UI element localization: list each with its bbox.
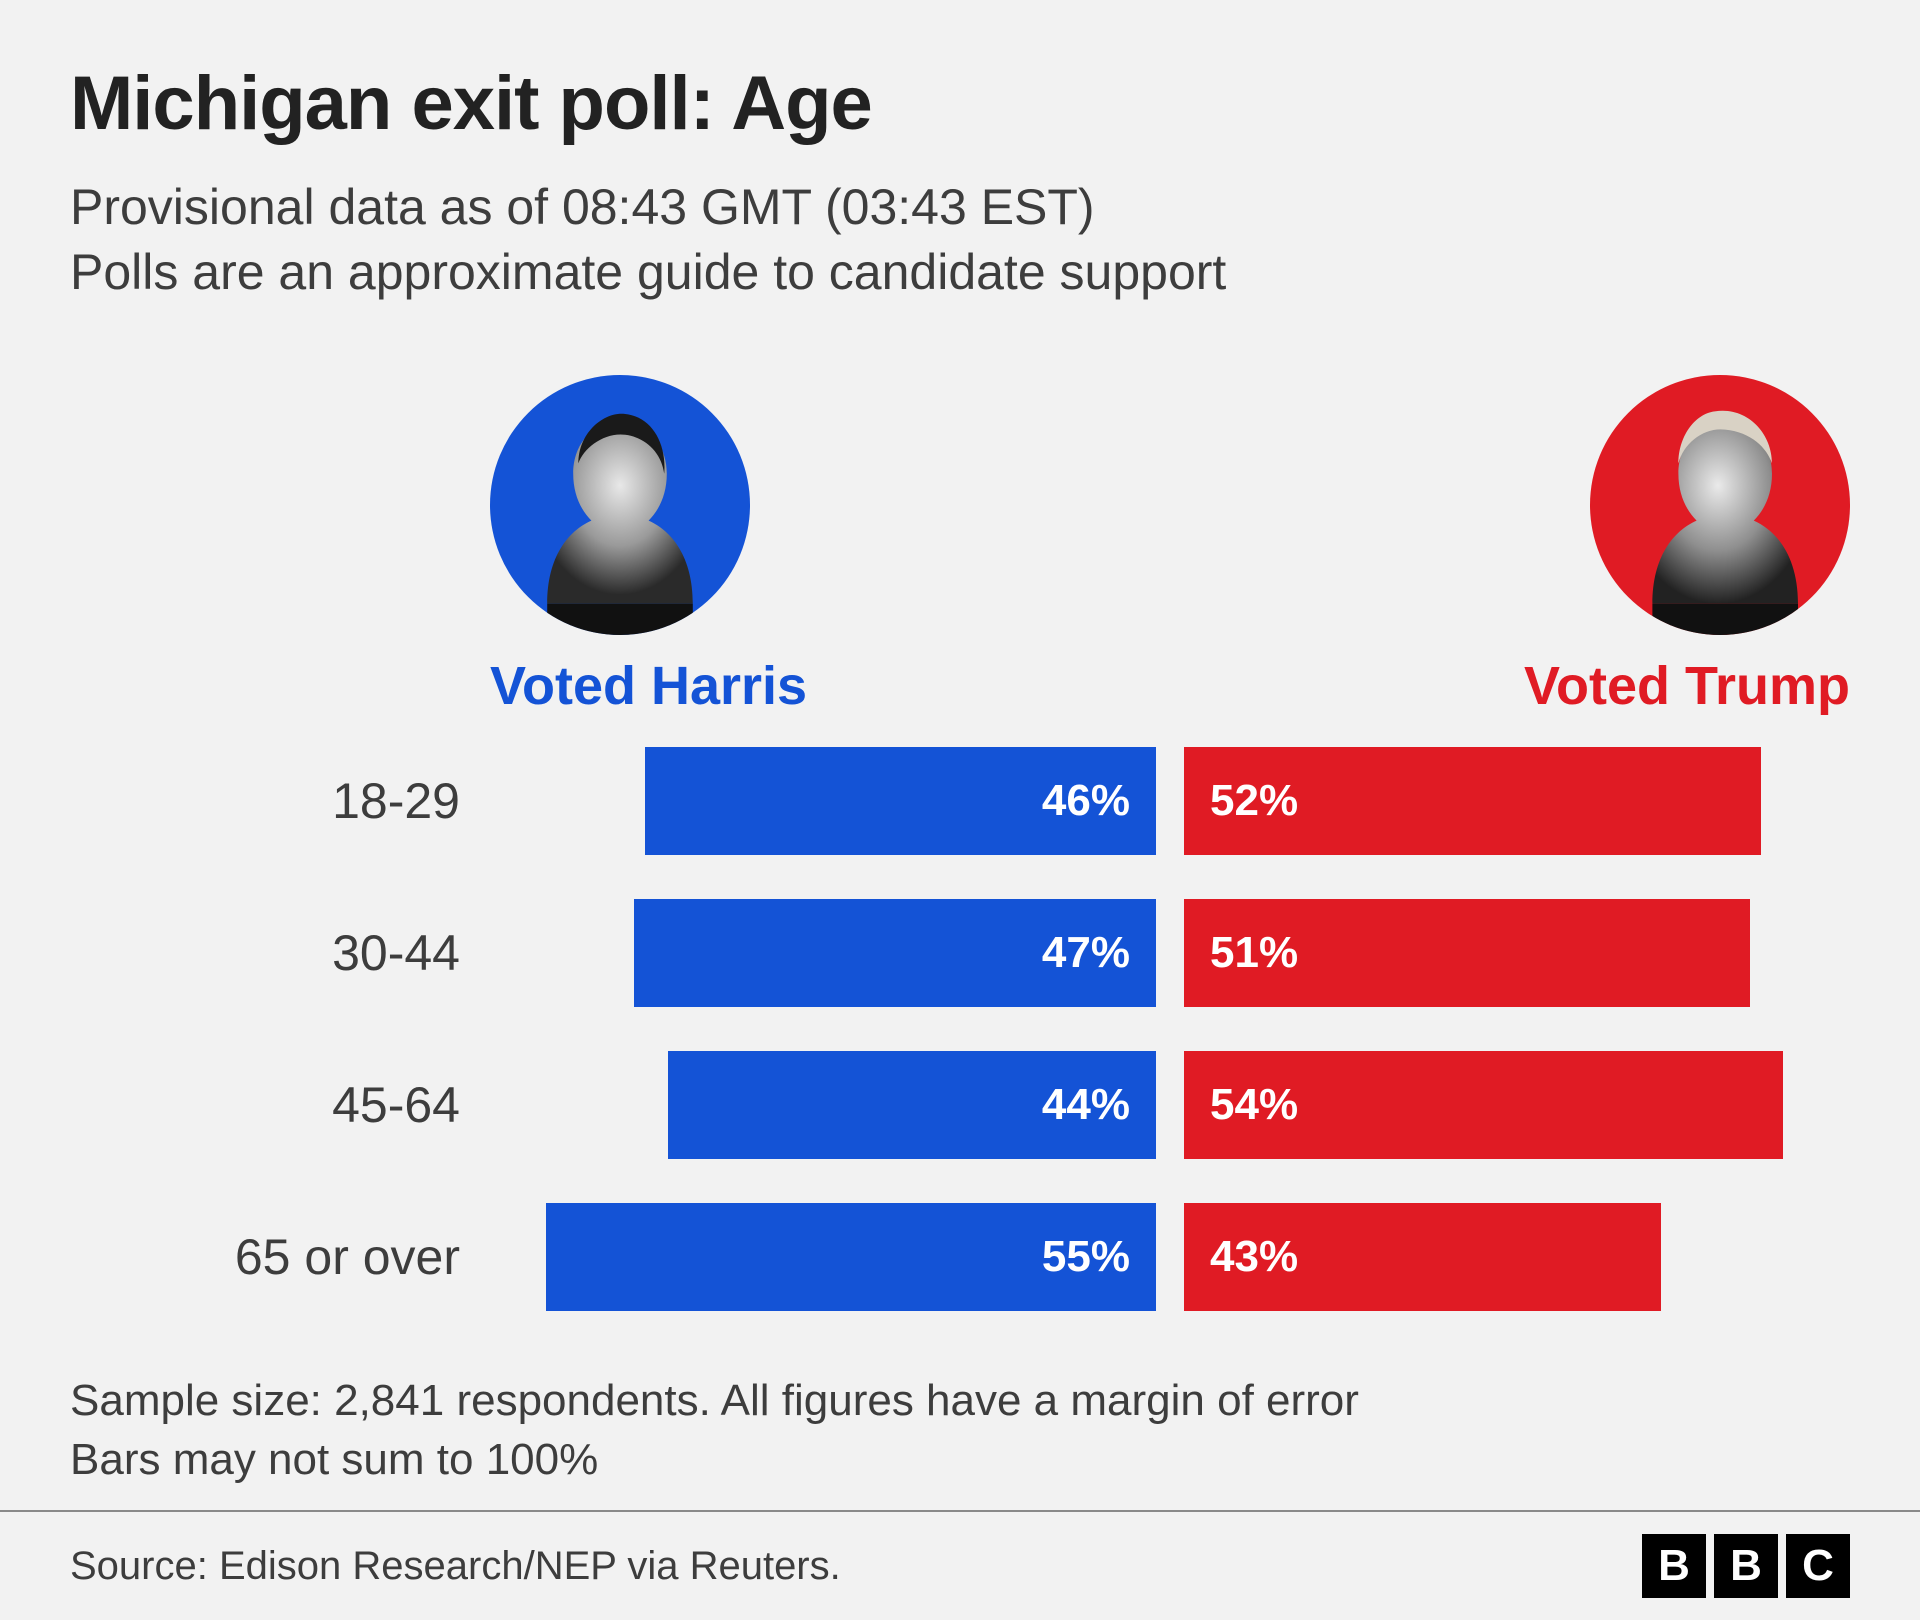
bbc-logo-block: B [1642,1534,1706,1598]
bar-left: 46% [645,747,1156,855]
bar-right-value: 52% [1210,776,1298,826]
footer: Source: Edison Research/NEP via Reuters.… [0,1510,1920,1620]
bar-row: 18-29 46% 52% [70,747,1850,855]
candidates-header: Voted Harris [70,375,1850,727]
source-text: Source: Edison Research/NEP via Reuters. [70,1544,841,1589]
bar-right-value: 54% [1210,1080,1298,1130]
footnote-line-1: Sample size: 2,841 respondents. All figu… [70,1376,1359,1425]
chart-title: Michigan exit poll: Age [70,60,1850,147]
bar-right: 52% [1184,747,1761,855]
bar-side-left: 46% [490,747,1156,855]
bar-left-value: 46% [1042,776,1130,826]
bar-row: 30-44 47% 51% [70,899,1850,1007]
bar-side-right: 52% [1184,747,1850,855]
subtitle-line-2: Polls are an approximate guide to candid… [70,244,1226,300]
candidate-right: Voted Trump [1170,375,1850,727]
category-label: 45-64 [70,1076,490,1134]
bar-side-right: 51% [1184,899,1850,1007]
category-label: 30-44 [70,924,490,982]
bar-left-value: 44% [1042,1080,1130,1130]
bar-side-right: 54% [1184,1051,1850,1159]
bar-rows: 18-29 46% 52% 30-44 47% 51% 45-64 44% 54% 65 or o… [70,747,1850,1311]
bar-right-value: 51% [1210,928,1298,978]
bar-right-value: 43% [1210,1232,1298,1282]
bar-row: 45-64 44% 54% [70,1051,1850,1159]
candidate-right-label: Voted Trump [1524,655,1850,717]
bar-side-right: 43% [1184,1203,1850,1311]
bbc-logo-block: B [1714,1534,1778,1598]
bar-right: 43% [1184,1203,1661,1311]
bar-right: 54% [1184,1051,1783,1159]
bar-side-left: 47% [490,899,1156,1007]
bar-pair: 44% 54% [490,1051,1850,1159]
harris-avatar [490,375,750,635]
bar-side-left: 55% [490,1203,1156,1311]
trump-avatar [1590,375,1850,635]
candidate-left-label: Voted Harris [490,655,807,717]
footnote-line-2: Bars may not sum to 100% [70,1435,598,1484]
chart-subtitle: Provisional data as of 08:43 GMT (03:43 … [70,175,1850,305]
bar-left: 55% [546,1203,1157,1311]
bar-right: 51% [1184,899,1750,1007]
candidate-left: Voted Harris [490,375,1170,727]
bar-side-left: 44% [490,1051,1156,1159]
bar-pair: 55% 43% [490,1203,1850,1311]
subtitle-line-1: Provisional data as of 08:43 GMT (03:43 … [70,179,1095,235]
bar-pair: 46% 52% [490,747,1850,855]
bar-left: 44% [668,1051,1156,1159]
category-label: 65 or over [70,1228,490,1286]
bar-left-value: 55% [1042,1232,1130,1282]
category-label: 18-29 [70,772,490,830]
chart-footnote: Sample size: 2,841 respondents. All figu… [70,1371,1850,1490]
chart-card: Michigan exit poll: Age Provisional data… [0,0,1920,1620]
bbc-logo: B B C [1642,1534,1850,1598]
bbc-logo-block: C [1786,1534,1850,1598]
bar-row: 65 or over 55% 43% [70,1203,1850,1311]
bar-left-value: 47% [1042,928,1130,978]
bar-pair: 47% 51% [490,899,1850,1007]
bar-left: 47% [634,899,1156,1007]
chart-area: Voted Harris [70,375,1850,1490]
